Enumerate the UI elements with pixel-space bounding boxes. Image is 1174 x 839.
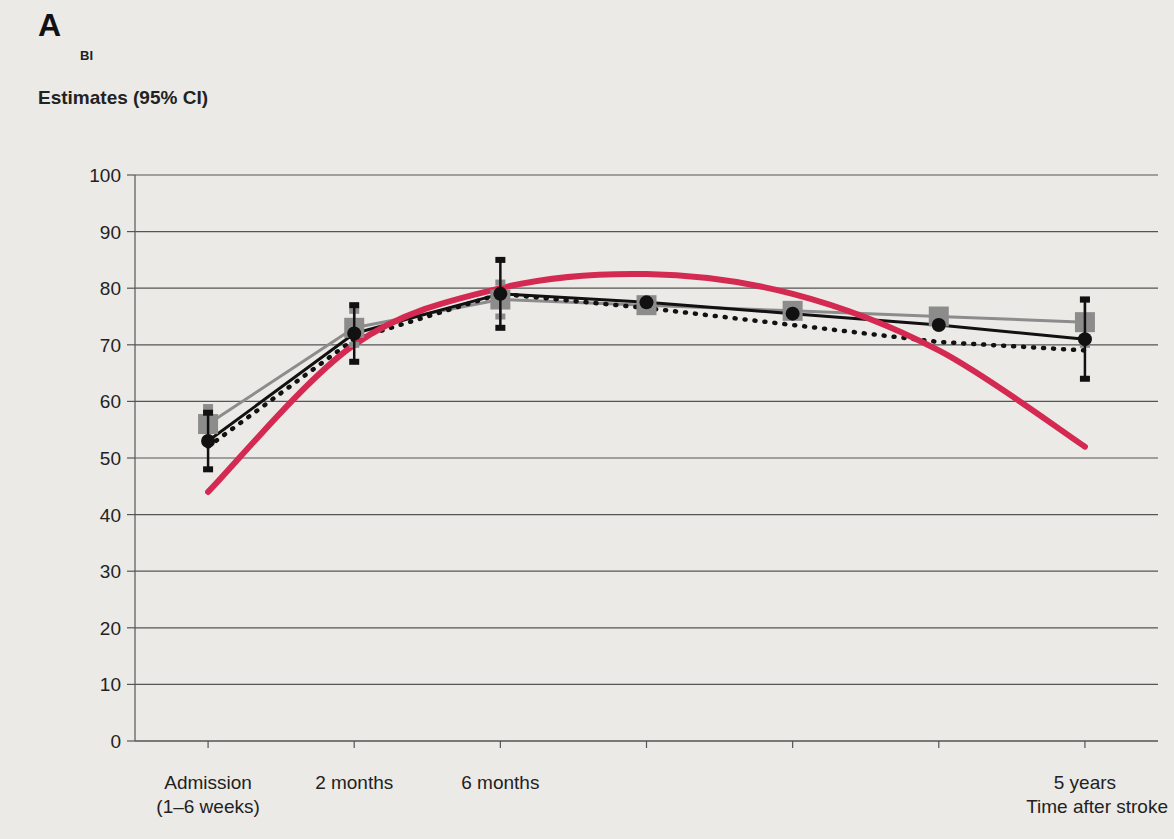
grid-line — [135, 684, 1158, 685]
marker — [1078, 332, 1092, 346]
y-tick-label: 90 — [100, 222, 121, 243]
x-tick-label: 2 months — [315, 772, 393, 793]
background — [0, 0, 1174, 839]
y-tick-label: 70 — [100, 335, 121, 356]
grid-line — [135, 571, 1158, 572]
x-tick — [792, 741, 793, 748]
chart: A BI Estimates (95% CI) 0 10 20 30 40 50 60 70 80 90… — [0, 0, 1174, 839]
marks — [198, 257, 1095, 492]
y-tick — [127, 740, 135, 741]
label-line: (1–6 weeks) — [156, 796, 260, 817]
x-tick — [938, 741, 939, 748]
error-cap — [203, 410, 213, 416]
grid-line — [135, 231, 1158, 232]
y-tick — [127, 401, 135, 402]
y-tick — [127, 514, 135, 515]
series-line — [208, 274, 1085, 492]
y-tick-label: 20 — [100, 618, 121, 639]
error-cap — [349, 359, 359, 365]
error-cap — [1080, 297, 1090, 303]
marker — [201, 434, 215, 448]
error-cap — [1080, 376, 1090, 382]
x-tick — [500, 741, 501, 748]
x-tick-label: 5 years — [1054, 772, 1116, 793]
series-line — [208, 294, 1085, 441]
x-tick — [1084, 741, 1085, 748]
error-cap — [495, 257, 505, 263]
marker — [493, 287, 507, 301]
grid-line — [135, 514, 1158, 515]
label-line: Admission — [164, 772, 252, 793]
y-tick-label: 30 — [100, 561, 121, 582]
marker — [637, 295, 657, 315]
error-cap — [203, 466, 213, 472]
marker — [932, 318, 946, 332]
y-tick — [127, 174, 135, 175]
panel-letter: A — [38, 7, 61, 43]
y-axis-title: BI — [80, 48, 93, 63]
marker — [347, 326, 361, 340]
y-tick-label: 80 — [100, 278, 121, 299]
x-tick — [207, 741, 208, 748]
error-cap — [349, 302, 359, 308]
y-tick — [127, 571, 135, 572]
y-tick-label: 10 — [100, 674, 121, 695]
x-tick — [354, 741, 355, 748]
grid-line — [135, 457, 1158, 458]
y-tick-label: 0 — [110, 731, 121, 752]
y-tick-label: 60 — [100, 391, 121, 412]
x-tick-label: Admission (1–6 weeks) — [156, 772, 260, 817]
marker — [783, 301, 803, 321]
y-tick-label: 100 — [89, 165, 121, 186]
y-tick-label: 50 — [100, 448, 121, 469]
y-tick-label: 40 — [100, 505, 121, 526]
series-line — [208, 294, 1085, 447]
marker — [786, 307, 800, 321]
x-tick-label: 6 months — [461, 772, 539, 793]
y-tick — [127, 344, 135, 345]
x-axis-title: Time after stroke — [1026, 796, 1168, 817]
y-tick — [127, 457, 135, 458]
grid — [127, 175, 1158, 741]
grid-line — [135, 288, 1158, 289]
y-axis — [134, 175, 135, 741]
error-cap — [203, 404, 213, 410]
error-cap — [1080, 297, 1090, 303]
grid-line — [135, 174, 1158, 175]
y-tick — [127, 288, 135, 289]
y-tick — [127, 627, 135, 628]
grid-line — [135, 627, 1158, 628]
marker — [640, 295, 654, 309]
y-tick — [127, 231, 135, 232]
x-tick — [646, 741, 647, 748]
error-cap — [495, 325, 505, 331]
y-axis-subtitle: Estimates (95% CI) — [38, 87, 208, 108]
y-tick — [127, 684, 135, 685]
